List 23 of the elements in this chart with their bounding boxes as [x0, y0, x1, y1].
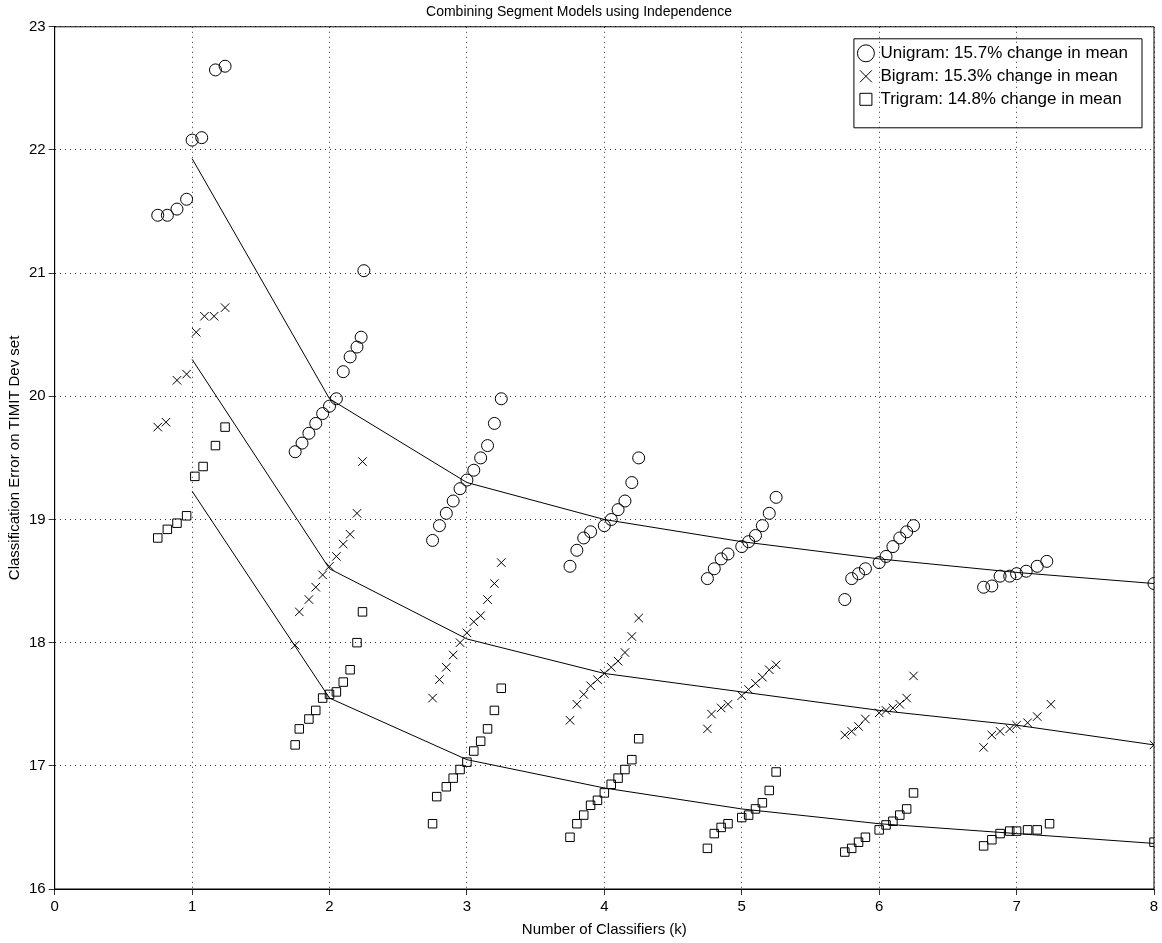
x-tick-label: 4: [600, 897, 609, 915]
y-tick-label: 22: [29, 140, 46, 158]
x-tick-label: 2: [325, 897, 334, 915]
x-tick-label: 7: [1012, 897, 1021, 915]
legend-label: Trigram: 14.8% change in mean: [880, 88, 1122, 108]
y-tick-label: 16: [29, 879, 46, 897]
x-axis-title: Number of Classifiers (k): [521, 920, 687, 938]
legend-label: Bigram: 15.3% change in mean: [880, 65, 1118, 85]
y-tick-label: 23: [29, 16, 46, 34]
y-axis-title: Classification Error on TIMIT Dev set: [5, 334, 23, 581]
chart-title: Combining Segment Models using Independence: [426, 3, 733, 20]
x-tick-label: 0: [50, 897, 59, 915]
x-tick-label: 1: [187, 897, 197, 915]
x-tick-label: 5: [737, 897, 746, 915]
y-tick-label: 18: [29, 632, 46, 650]
y-tick-label: 17: [29, 755, 46, 773]
x-tick-label: 8: [1149, 897, 1159, 915]
y-tick-label: 21: [29, 263, 46, 281]
y-tick-label: 19: [29, 509, 46, 527]
legend-label: Unigram: 15.7% change in mean: [880, 42, 1129, 62]
y-tick-label: 20: [29, 386, 46, 404]
x-tick-label: 6: [875, 897, 884, 915]
x-tick-label: 3: [462, 897, 472, 915]
